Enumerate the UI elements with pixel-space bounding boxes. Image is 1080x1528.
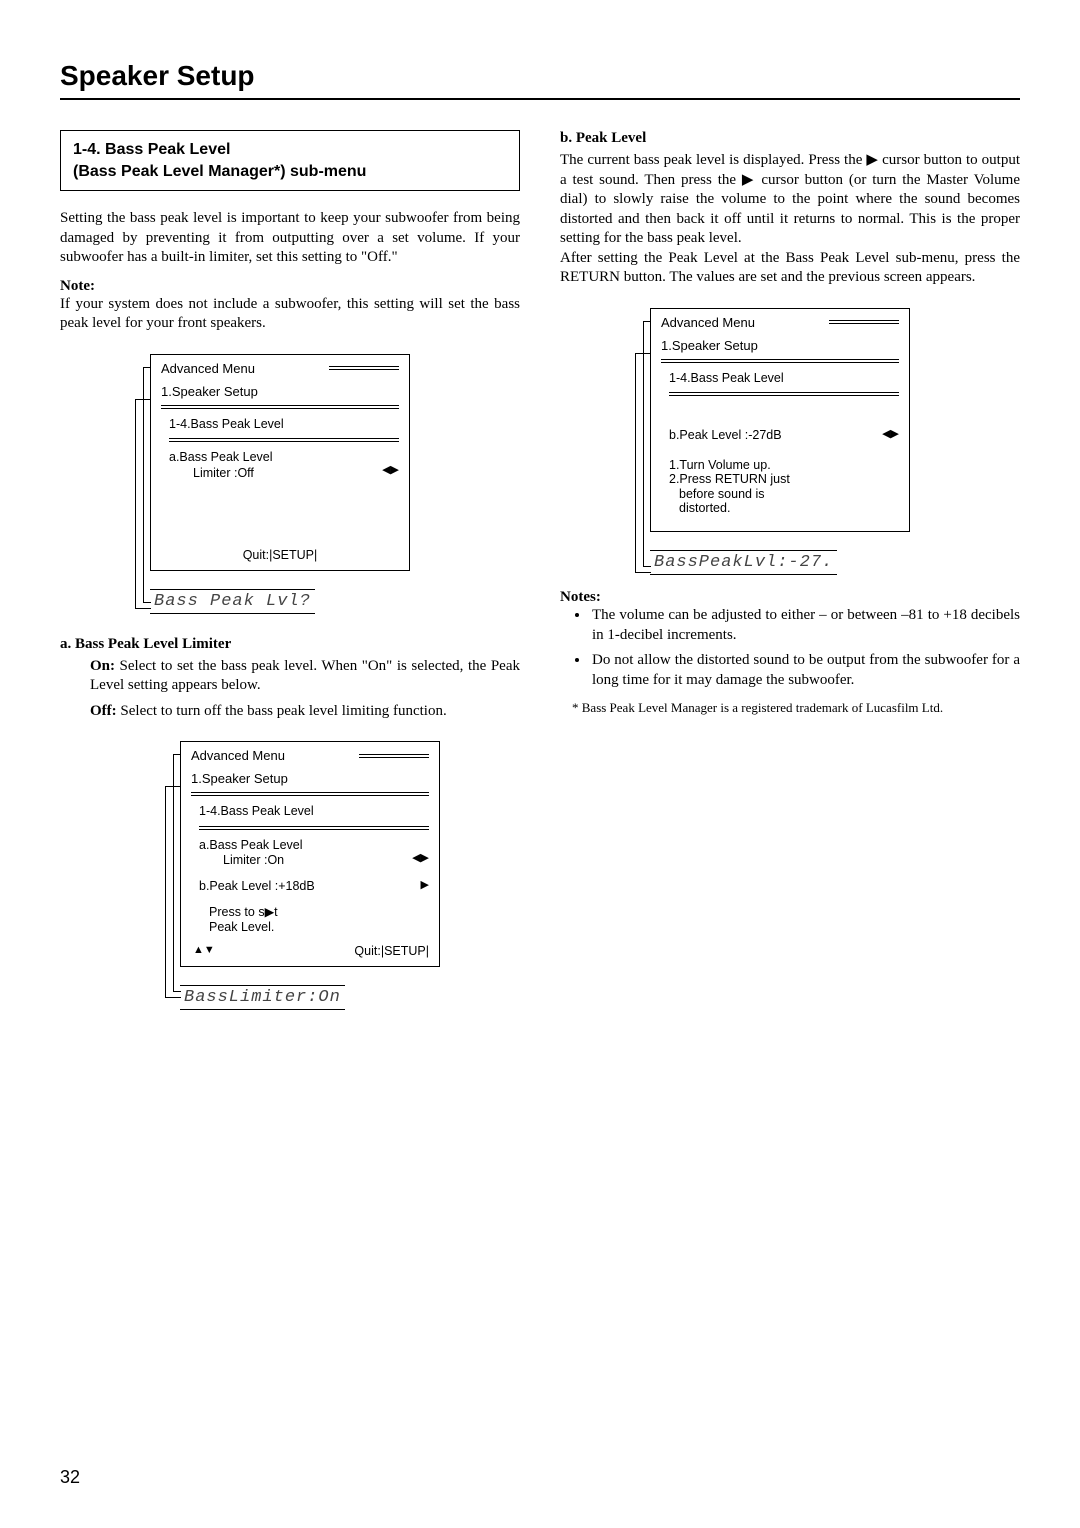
stack-frame-2: [135, 399, 151, 609]
notes-item-1: The volume can be adjusted to either – o…: [590, 606, 1020, 645]
title-divider: [359, 754, 429, 758]
menu2-l1-row: 1.Speaker Setup: [181, 769, 439, 792]
menu3-l1-row: 1.Speaker Setup: [651, 336, 909, 359]
menu2-quit: Quit:|SETUP|: [354, 944, 429, 958]
menu2-l4: b.Peak Level :+18dB: [199, 879, 315, 893]
section-heading-line1: 1-4. Bass Peak Level: [73, 139, 507, 161]
menu3-title-row: Advanced Menu: [651, 309, 909, 336]
menu-screenshot-2: Advanced Menu 1.Speaker Setup 1-4.Bass P…: [180, 741, 520, 967]
section-heading-line2: (Bass Peak Level Manager*) sub-menu: [73, 161, 507, 183]
menu-screenshot-3: Advanced Menu 1.Speaker Setup 1-4.Bass P…: [650, 308, 1020, 533]
title-divider: [829, 320, 899, 324]
menu2-l5a: Press to s▶t: [209, 905, 278, 919]
menu3-spacer: [651, 396, 909, 424]
sub-b-heading: b. Peak Level: [560, 130, 1020, 147]
note-heading: Note:: [60, 278, 520, 295]
page-number: 32: [60, 1467, 80, 1488]
note-body: If your system does not include a subwoo…: [60, 295, 520, 334]
menu2-quit-row: ▲▼ Quit:|SETUP|: [181, 942, 439, 966]
menu2-l4-row: b.Peak Level :+18dB ▶: [181, 875, 439, 901]
notes-item-2: Do not allow the distorted sound to be o…: [590, 651, 1020, 690]
r-arrow-icon: ▶: [421, 879, 429, 893]
title-divider: [329, 366, 399, 370]
menu2-l3b: Limiter :On: [199, 853, 284, 867]
menu-screenshot-1: Advanced Menu 1.Speaker Setup 1-4.Bass P…: [150, 354, 520, 571]
menu2-l5-row: Press to s▶t Peak Level.: [181, 901, 439, 942]
menu1-l2: 1-4.Bass Peak Level: [151, 409, 409, 439]
menu2-title: Advanced Menu: [191, 748, 285, 763]
menu2-l2: 1-4.Bass Peak Level: [181, 796, 439, 826]
sub-b-body-2: After setting the Peak Level at the Bass…: [560, 249, 1020, 288]
sub-a-heading: a. Bass Peak Level Limiter: [60, 636, 520, 653]
menu3-l1: 1.Speaker Setup: [661, 338, 758, 353]
menu3-l3-row: b.Peak Level :-27dB ◀▶: [651, 424, 909, 450]
section-heading-box: 1-4. Bass Peak Level (Bass Peak Level Ma…: [60, 130, 520, 191]
lr-arrows-icon: ◀▶: [412, 852, 429, 866]
menu3-l4-row: 1.Turn Volume up. 2.Press RETURN just be…: [651, 450, 909, 522]
menu2-l3-row: a.Bass Peak Level Limiter :On ◀▶: [181, 830, 439, 875]
menu1-title-row: Advanced Menu: [151, 355, 409, 382]
menu3-l2: 1-4.Bass Peak Level: [651, 363, 909, 393]
menu1-l3-row: a.Bass Peak Level Limiter :Off ◀▶: [151, 442, 409, 487]
lcd-caption-3: BassPeakLvl:-27.: [650, 550, 837, 575]
menu1-quit: Quit:|SETUP|: [243, 548, 318, 562]
stack-frame-2: [635, 353, 651, 573]
content-columns: 1-4. Bass Peak Level (Bass Peak Level Ma…: [60, 130, 1020, 1010]
lcd-caption-1: Bass Peak Lvl?: [150, 589, 315, 614]
menu2-title-row: Advanced Menu: [181, 742, 439, 769]
sub-a-off: Off: Select to turn off the bass peak le…: [90, 702, 520, 722]
sub-a-body: On: Select to set the bass peak level. W…: [90, 657, 520, 722]
page-title: Speaker Setup: [60, 60, 1020, 100]
menu2-l5b: Peak Level.: [209, 920, 274, 934]
menu1-quit-row: Quit:|SETUP|: [151, 488, 409, 570]
menu1-l1-row: 1.Speaker Setup: [151, 382, 409, 405]
menu2-l3a: a.Bass Peak Level: [199, 838, 303, 852]
menu1-l3b: Limiter :Off: [169, 466, 254, 480]
menu1-title: Advanced Menu: [161, 361, 255, 376]
menu3-title: Advanced Menu: [661, 315, 755, 330]
menu1-l1: 1.Speaker Setup: [161, 384, 258, 399]
menu3-l4a: 1.Turn Volume up.: [669, 458, 771, 472]
menu3-l3: b.Peak Level :-27dB: [669, 428, 782, 442]
sub-b-body-1: The current bass peak level is displayed…: [560, 151, 1020, 249]
left-column: 1-4. Bass Peak Level (Bass Peak Level Ma…: [60, 130, 520, 1010]
stack-frame-2: [165, 786, 181, 998]
menu1-l3a: a.Bass Peak Level: [169, 450, 273, 464]
sub-a-on: On: Select to set the bass peak level. W…: [90, 657, 520, 696]
ud-arrows-icon: ▲▼: [193, 944, 215, 956]
lr-arrows-icon: ◀▶: [382, 464, 399, 478]
menu3-l4c: before sound is: [669, 487, 764, 501]
right-column: b. Peak Level The current bass peak leve…: [560, 130, 1020, 1010]
trademark-footnote: * Bass Peak Level Manager is a registere…: [572, 700, 1020, 717]
notes-heading: Notes:: [560, 589, 1020, 606]
notes-list: The volume can be adjusted to either – o…: [590, 606, 1020, 690]
menu3-l4b: 2.Press RETURN just: [669, 472, 790, 486]
intro-paragraph: Setting the bass peak level is important…: [60, 209, 520, 268]
lr-arrows-icon: ◀▶: [882, 428, 899, 442]
menu3-bottom-pad: [651, 521, 909, 531]
lcd-caption-2: BassLimiter:On: [180, 985, 345, 1010]
menu2-l1: 1.Speaker Setup: [191, 771, 288, 786]
menu3-l4d: distorted.: [669, 501, 730, 515]
